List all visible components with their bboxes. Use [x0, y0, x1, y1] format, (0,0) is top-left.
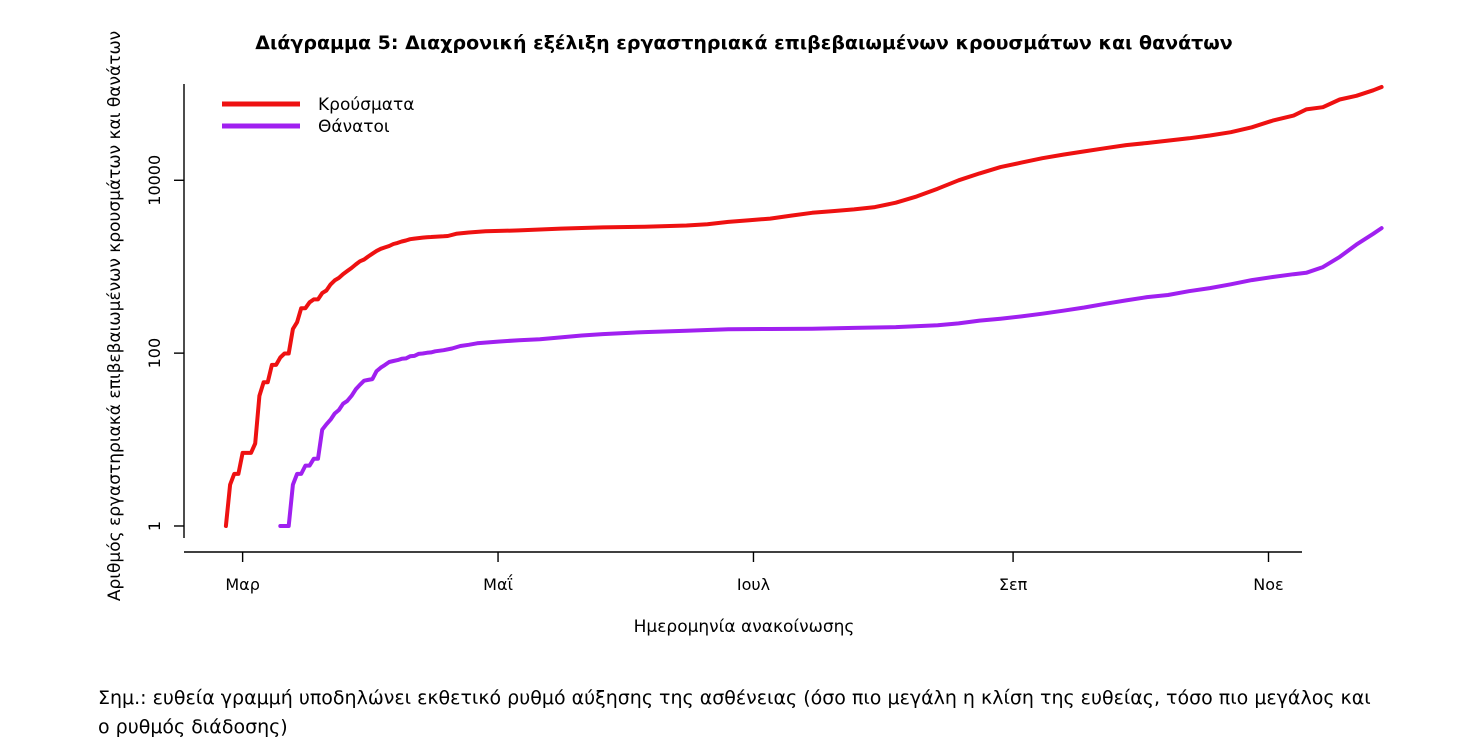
x-ticks: Μαρ Μαΐ Ιουλ Σεπ Νοε	[225, 552, 1284, 594]
series-line-deaths	[278, 226, 1384, 528]
y-axis: 1 100 10000	[145, 84, 185, 538]
x-axis: Μαρ Μαΐ Ιουλ Σεπ Νοε	[184, 551, 1302, 594]
legend-label-deaths: Θάνατοι	[318, 117, 390, 137]
series-line-cases	[223, 85, 1384, 528]
legend: Κρούσματα Θάνατοι	[222, 95, 414, 137]
y-tick-label: 100	[145, 338, 164, 369]
x-tick-label: Σεπ	[999, 575, 1028, 594]
x-axis-label: Ημερομηνία ανακοίνωσης	[634, 617, 855, 637]
y-tick-label: 10000	[145, 155, 164, 206]
series-lines	[223, 85, 1384, 528]
x-tick-label: Μαρ	[225, 575, 260, 594]
chart-title: Διάγραμμα 5: Διαχρονική εξέλιξη εργαστηρ…	[255, 32, 1233, 54]
chart: Διάγραμμα 5: Διαχρονική εξέλιξη εργαστηρ…	[105, 31, 1384, 637]
x-tick-label: Νοε	[1253, 575, 1283, 594]
chart-note: Σημ.: ευθεία γραμμή υποδηλώνει εκθετικό …	[98, 687, 1371, 738]
y-axis-label: Αριθμός εργαστηριακά επιβεβαιωμένων κρου…	[105, 31, 125, 601]
y-ticks: 1 100 10000	[145, 155, 184, 531]
x-tick-label: Μαΐ	[483, 574, 513, 594]
legend-label-cases: Κρούσματα	[318, 95, 414, 115]
y-tick-label: 1	[145, 521, 164, 531]
x-tick-label: Ιουλ	[737, 575, 770, 594]
